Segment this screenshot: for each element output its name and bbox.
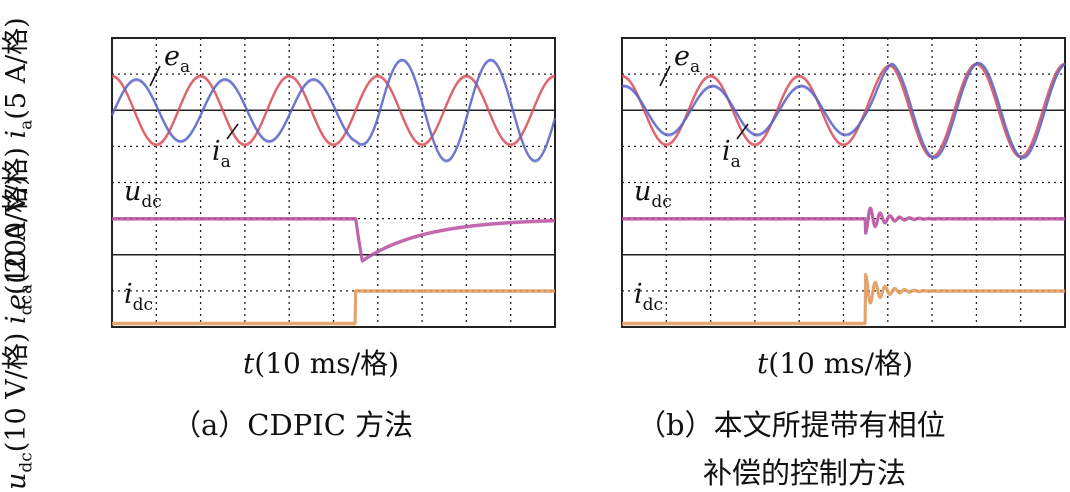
series-ia — [110, 58, 557, 162]
series-ea — [621, 62, 1066, 158]
caption-b-line1: （b）本文所提带有相位 — [637, 408, 946, 442]
panel-a: ea ia udc idc — [110, 37, 557, 328]
trace-label-sub-ia: a — [731, 152, 741, 172]
trace-label-ia: ia — [722, 136, 741, 172]
series-udc — [110, 217, 557, 263]
pointer-ia — [736, 123, 749, 140]
series-ea-trace — [621, 65, 1066, 159]
series-udc-trace — [112, 219, 556, 264]
trace-label-sub-idc: dc — [133, 295, 153, 315]
series-idc — [110, 289, 557, 325]
series-ia-trace — [111, 60, 556, 163]
trace-label-ea: ea — [164, 41, 190, 77]
series-idc-trace — [622, 276, 1065, 326]
series-idc — [620, 273, 1067, 325]
trace-label-udc: udc — [124, 176, 162, 212]
series-udc — [620, 206, 1067, 235]
trace-label-idc: idc — [124, 279, 153, 315]
trace-label-idc: idc — [634, 279, 663, 315]
series-idc-trace — [112, 291, 555, 326]
series-ea-trace — [111, 77, 556, 147]
caption-a: （a）CDPIC 方法 — [172, 408, 414, 442]
x-axis-label-b: t(10 ms/格) — [757, 347, 913, 380]
trace-label-sub-udc: dc — [651, 192, 671, 212]
trace-label-udc: udc — [634, 176, 672, 212]
pointer-ea — [659, 65, 671, 87]
pointer-ia — [226, 123, 239, 140]
series-ea — [111, 74, 556, 146]
trace-label-sub-idc: dc — [643, 295, 663, 315]
panel-b: ea ia udc idc — [620, 37, 1067, 328]
series-ia-trace — [621, 64, 1066, 160]
trace-label-sub-ea: a — [180, 57, 190, 77]
series-udc-trace — [622, 209, 1065, 235]
trace-label-sub-ea: a — [690, 57, 700, 77]
x-axis-label-a: t(10 ms/格) — [243, 347, 399, 380]
trace-label-ea: ea — [674, 41, 700, 77]
trace-label-ia: ia — [212, 136, 231, 172]
series-ia — [621, 61, 1066, 159]
pointer-ea — [149, 65, 161, 87]
trace-label-sub-udc: dc — [141, 192, 161, 212]
trace-label-sub-ia: a — [221, 152, 231, 172]
caption-b-line2: 补偿的控制方法 — [703, 456, 907, 490]
